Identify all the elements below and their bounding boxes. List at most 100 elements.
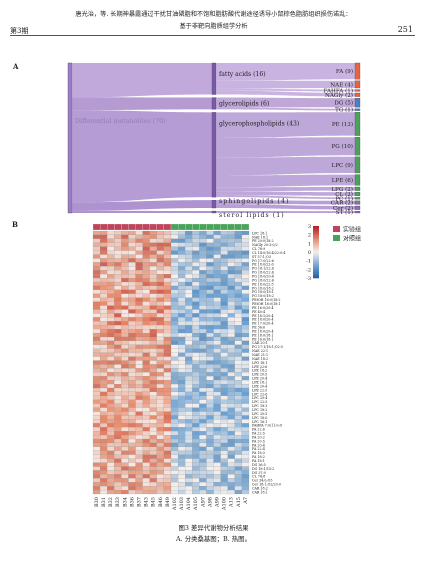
heatmap-cell: [178, 293, 186, 298]
heatmap-cell: [114, 438, 122, 444]
heatmap-cell: [163, 258, 172, 263]
heatmap-cell: [206, 407, 214, 412]
heatmap-cell: [163, 458, 172, 463]
heatmap-cell: [213, 293, 221, 298]
heatmap-cell: [213, 478, 221, 483]
heatmap-cell: [199, 289, 207, 294]
heatmap-cell: [149, 313, 157, 318]
heatmap-row-label: FA 20:4: [252, 443, 265, 447]
heatmap-cell: [185, 360, 193, 365]
heatmap-cell: [128, 360, 136, 365]
heatmap-cell: [156, 423, 164, 428]
colorbar-segment: [313, 231, 319, 233]
heatmap-cell: [128, 384, 136, 389]
heatmap-cell: [107, 305, 115, 310]
heatmap-cell: [178, 344, 186, 349]
heatmap-cell: [107, 234, 115, 239]
heatmap-cell: [220, 281, 228, 287]
heatmap-cell: [149, 321, 157, 326]
heatmap-cell: [156, 442, 164, 447]
heatmap-cell: [142, 238, 150, 243]
heatmap-cell: [114, 329, 122, 334]
heatmap-cell: [192, 230, 200, 236]
heatmap-cell: [156, 411, 164, 416]
heatmap-cell: [163, 254, 172, 259]
heatmap-cell: [92, 230, 101, 236]
heatmap-row-label: FA 20:2: [252, 435, 265, 439]
heatmap-cell: [227, 234, 235, 239]
heatmap-row-label: FA 22:4: [252, 447, 265, 451]
heatmap-cell: [100, 329, 108, 334]
sankey-target-label: CL (2): [335, 191, 353, 198]
heatmap-cell: [178, 242, 186, 247]
heatmap-cell: [114, 486, 122, 491]
heatmap-cell: [220, 250, 228, 255]
heatmap-cell: [149, 407, 157, 412]
heatmap-row-label: LPC 18:1: [252, 231, 267, 235]
group-annotation-cell: [227, 223, 235, 231]
heatmap-cell: [206, 317, 214, 322]
heatmap-cell: [128, 266, 136, 271]
colorbar-segment: [313, 240, 319, 242]
colorbar-segment: [313, 263, 319, 266]
heatmap-cell: [206, 395, 214, 400]
heatmap-cell: [192, 274, 200, 279]
heatmap-cell: [92, 403, 101, 408]
heatmap-cell: [114, 466, 122, 471]
heatmap-cell: [178, 403, 186, 408]
heatmap-cell: [199, 478, 207, 483]
heatmap-cell: [234, 293, 242, 298]
sankey-target-label: LPG (2): [331, 186, 353, 193]
heatmap-cell: [234, 372, 242, 377]
heatmap-row-label: LPE 20:4: [252, 384, 267, 388]
heatmap-cell: [241, 278, 250, 283]
heatmap-cell: [234, 336, 242, 341]
heatmap-cell: [178, 285, 186, 290]
sankey-middle-label: sterol lipids (1): [219, 212, 285, 219]
colorbar-segment: [313, 232, 319, 235]
heatmap-cell: [100, 340, 108, 345]
heatmap-cell: [241, 384, 250, 389]
heatmap-cell: [100, 274, 108, 279]
heatmap-cell: [135, 466, 143, 471]
heatmap-cell: [206, 360, 214, 365]
heatmap-cell: [107, 427, 115, 432]
heatmap-cell: [163, 344, 172, 349]
heatmap-column-label: A103: [179, 497, 185, 511]
heatmap-cell: [170, 403, 179, 408]
group-annotation-cell: [163, 223, 172, 231]
heatmap-row-label: NAE 22:1: [252, 349, 268, 353]
heatmap-cell: [227, 403, 235, 408]
heatmap-cell: [192, 262, 200, 267]
heatmap-cell: [213, 278, 221, 283]
heatmap-cell: [149, 435, 157, 440]
panel-a-label: A: [13, 62, 19, 71]
heatmap-cell: [227, 340, 235, 345]
sankey-target-label: PC (1): [335, 195, 353, 202]
heatmap-cell: [114, 470, 122, 475]
heatmap-cell: [170, 246, 179, 251]
heatmap-cell: [234, 482, 242, 487]
heatmap-cell: [100, 278, 108, 283]
heatmap-cell: [234, 230, 242, 236]
heatmap-cell: [149, 419, 157, 424]
heatmap-cell: [170, 391, 179, 396]
heatmap-cell: [220, 372, 228, 377]
heatmap-cell: [192, 246, 200, 251]
heatmap-cell: [185, 442, 193, 447]
heatmap-cell: [185, 305, 193, 310]
heatmap-cell: [142, 415, 150, 420]
heatmap-cell: [234, 250, 242, 255]
heatmap-cell: [241, 478, 250, 483]
heatmap-cell: [227, 242, 235, 247]
heatmap-cell: [163, 368, 172, 373]
heatmap-cell: [142, 462, 150, 467]
heatmap-cell: [128, 285, 136, 290]
heatmap-row-label: CL 14:0/16:4/22:0:4: [252, 251, 285, 255]
heatmap-cell: [149, 234, 157, 239]
heatmap-cell: [192, 360, 200, 365]
heatmap-cell: [156, 301, 164, 306]
heatmap-row-label: CL 78:9: [252, 247, 265, 251]
heatmap-cell: [192, 431, 200, 436]
heatmap-cell: [234, 446, 242, 451]
